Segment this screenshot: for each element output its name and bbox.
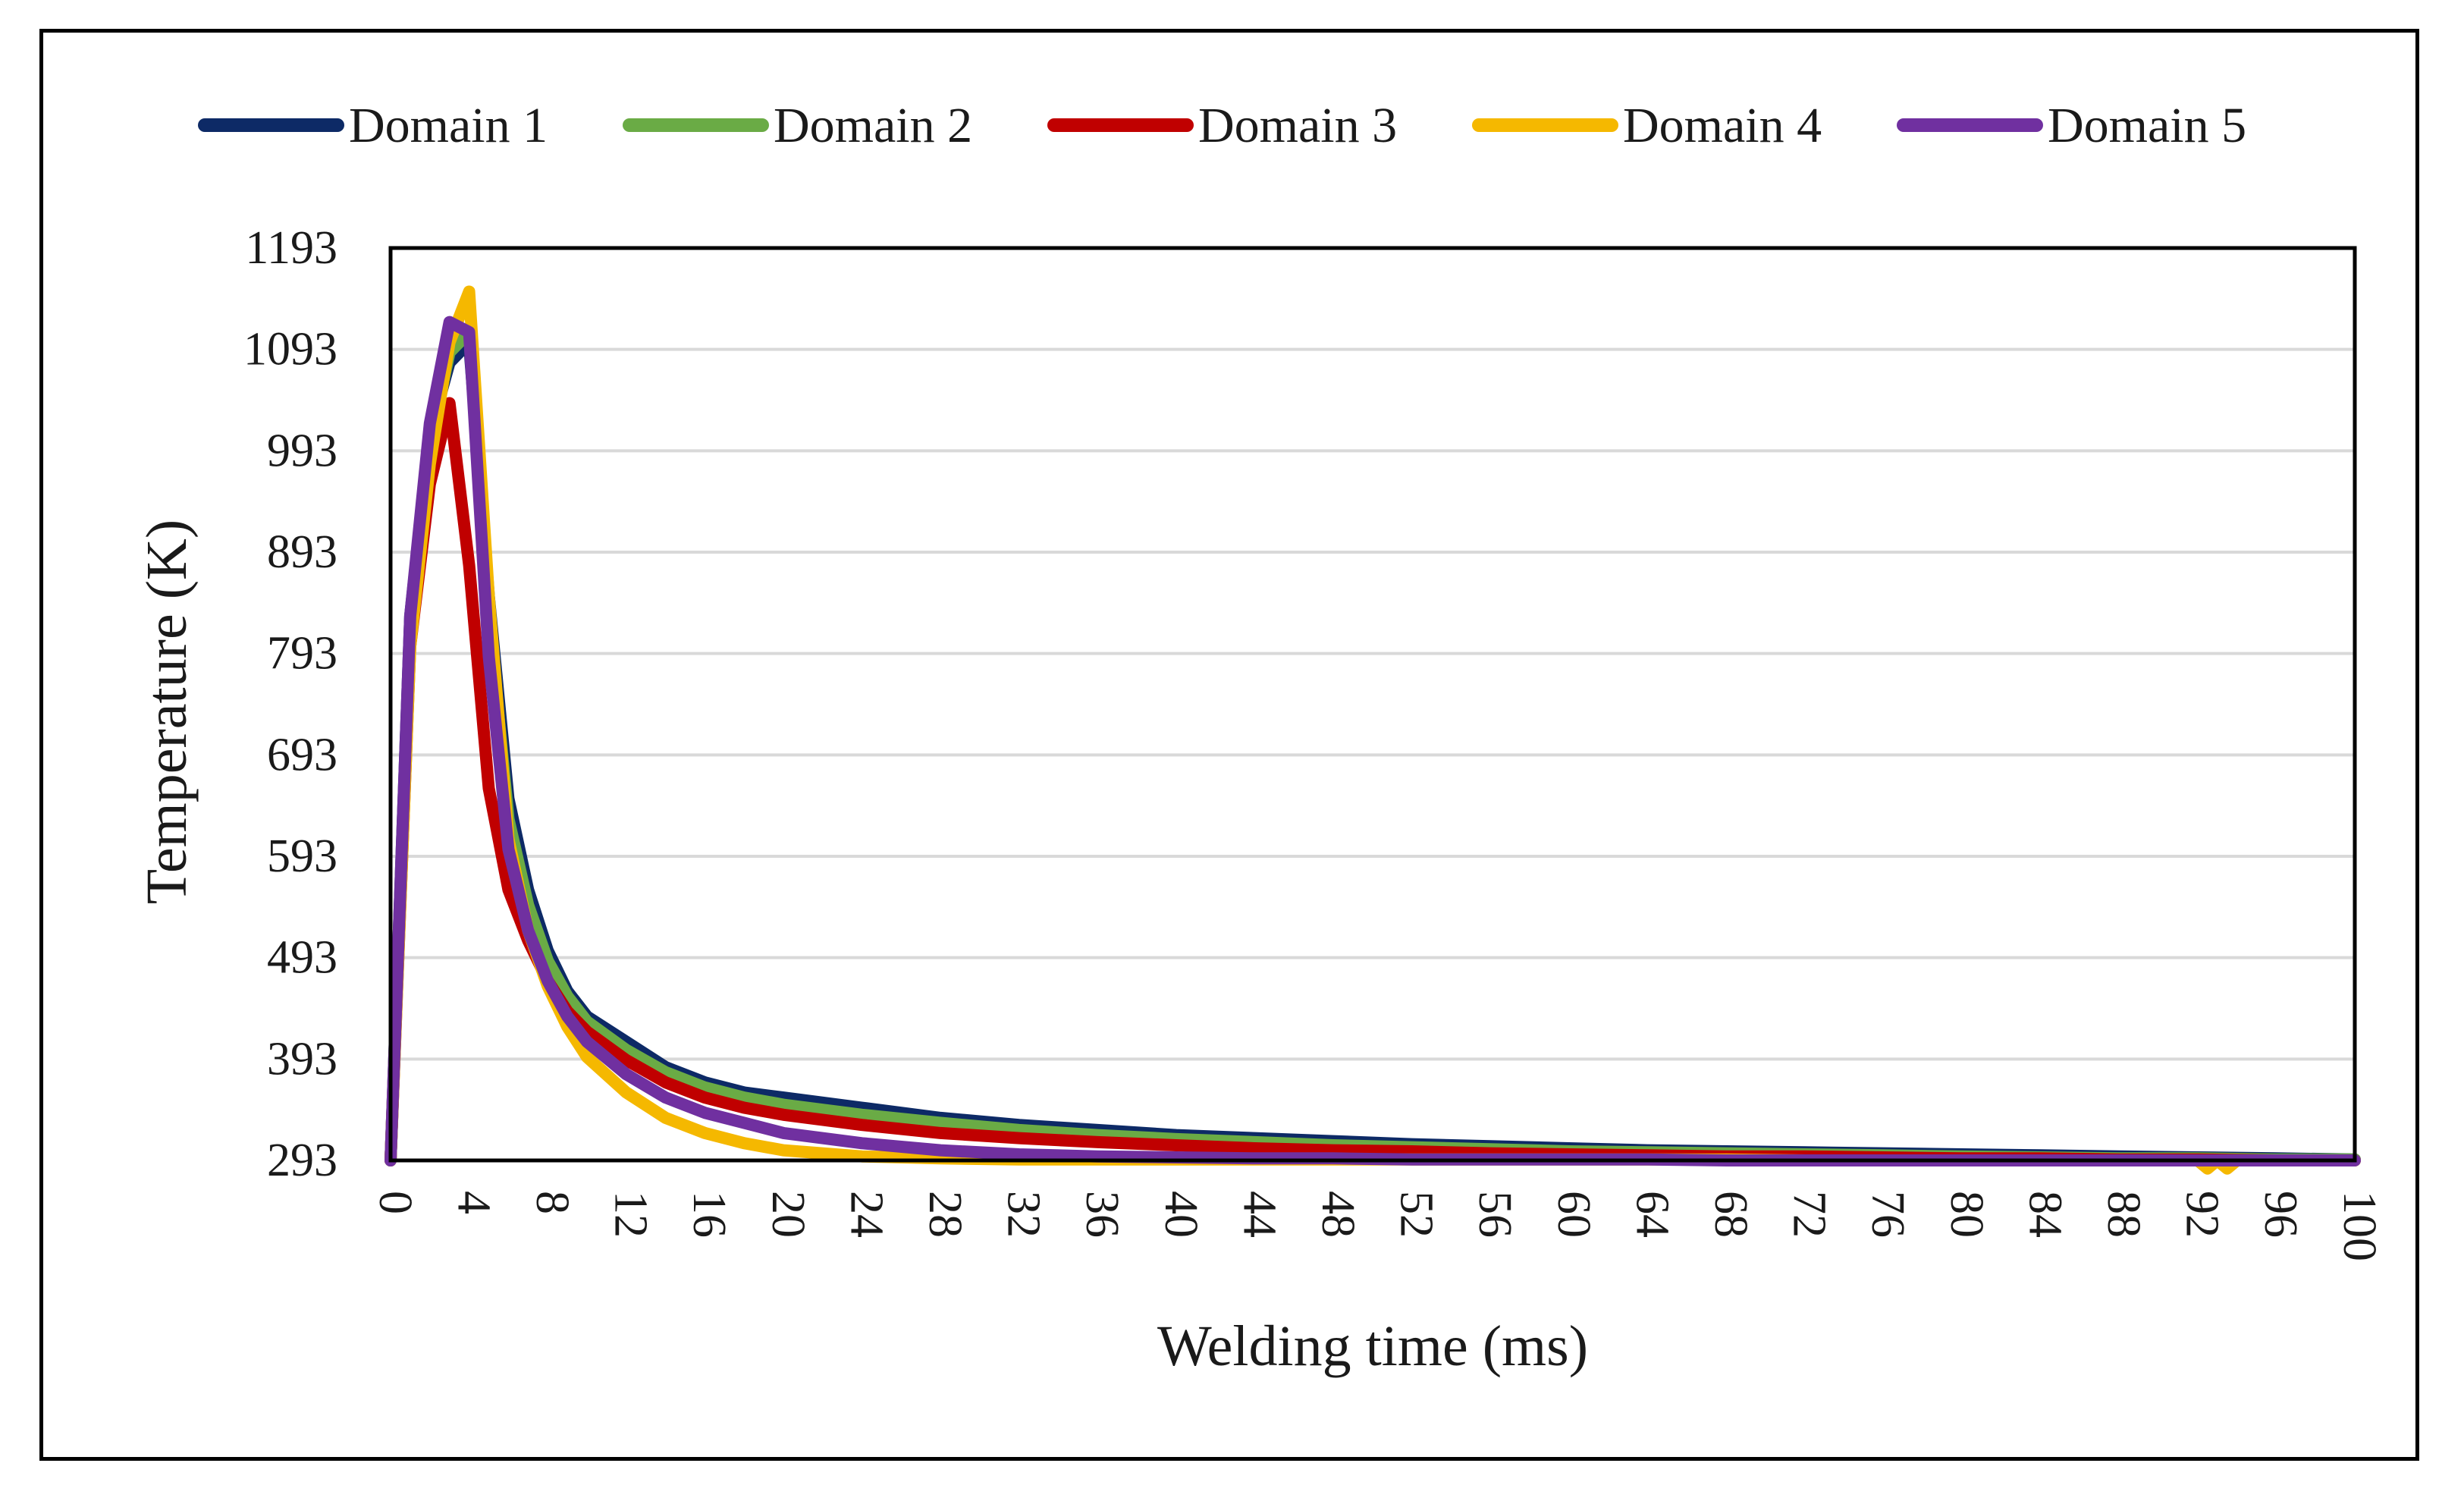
x-tick-label: 92 bbox=[2177, 1191, 2228, 1238]
y-tick-label: 393 bbox=[267, 1033, 337, 1085]
x-tick-label: 0 bbox=[369, 1191, 421, 1214]
x-tick-label: 16 bbox=[683, 1191, 735, 1238]
x-tick-label: 28 bbox=[919, 1191, 971, 1238]
figure-frame bbox=[39, 29, 2419, 1461]
legend-label: Domain 2 bbox=[774, 98, 972, 153]
y-axis-title: Temperature (K) bbox=[135, 520, 199, 904]
x-tick-label: 32 bbox=[998, 1191, 1050, 1238]
x-tick-label: 68 bbox=[1705, 1191, 1756, 1238]
x-tick-label: 24 bbox=[840, 1191, 892, 1238]
series-line-3 bbox=[385, 397, 2361, 1166]
x-tick-label: 76 bbox=[1862, 1191, 1913, 1238]
y-tick-label: 1193 bbox=[245, 222, 337, 274]
legend-label: Domain 1 bbox=[349, 98, 548, 153]
y-tick-label: 593 bbox=[267, 830, 337, 882]
x-tick-label: 20 bbox=[762, 1191, 814, 1238]
series-line-1 bbox=[385, 336, 2361, 1166]
y-axis-ticks: 1193 1093 993 893 793 693 593 493 393 293 bbox=[243, 222, 337, 1186]
x-tick-label: 84 bbox=[2019, 1191, 2070, 1238]
x-axis-ticks: 0 4 8 12 16 20 24 28 32 36 40 44 48 52 56 60 64 68 72 76 80 8… bbox=[369, 1191, 2385, 1261]
x-tick-label: 96 bbox=[2255, 1191, 2306, 1238]
legend-label: Domain 4 bbox=[1623, 98, 1822, 153]
x-tick-label: 8 bbox=[526, 1191, 578, 1214]
x-tick-label: 52 bbox=[1391, 1191, 1442, 1238]
x-tick-label: 40 bbox=[1155, 1191, 1207, 1238]
x-tick-label: 80 bbox=[1941, 1191, 1992, 1238]
x-tick-label: 88 bbox=[2098, 1191, 2149, 1238]
x-tick-label: 36 bbox=[1076, 1191, 1128, 1238]
x-tick-label: 60 bbox=[1548, 1191, 1599, 1238]
series-lines bbox=[385, 285, 2361, 1175]
x-axis-title: Welding time (ms) bbox=[1157, 1314, 1588, 1378]
plot-area-border bbox=[388, 246, 2357, 1163]
series-line-4 bbox=[385, 285, 2361, 1175]
x-tick-label: 44 bbox=[1233, 1191, 1285, 1238]
series-line-2 bbox=[385, 325, 2361, 1166]
y-tick-label: 893 bbox=[267, 526, 337, 578]
y-tick-label: 293 bbox=[267, 1135, 337, 1186]
series-line-5 bbox=[385, 316, 2361, 1166]
x-tick-label: 48 bbox=[1312, 1191, 1364, 1238]
legend-label: Domain 5 bbox=[2048, 98, 2246, 153]
x-tick-label: 72 bbox=[1784, 1191, 1835, 1238]
legend: Domain 1 Domain 2 Domain 3 Domain 4 Domain 5 bbox=[198, 98, 2246, 153]
x-tick-label: 64 bbox=[1626, 1191, 1678, 1238]
legend-label: Domain 3 bbox=[1198, 98, 1397, 153]
y-tick-label: 993 bbox=[267, 425, 337, 476]
y-tick-label: 1093 bbox=[243, 324, 337, 375]
x-tick-label: 56 bbox=[1469, 1191, 1521, 1238]
x-tick-label: 4 bbox=[447, 1191, 499, 1214]
x-tick-label: 100 bbox=[2334, 1191, 2385, 1261]
x-tick-label: 12 bbox=[605, 1191, 657, 1238]
y-tick-label: 493 bbox=[267, 932, 337, 984]
gridlines bbox=[391, 246, 2355, 1162]
y-tick-label: 693 bbox=[267, 729, 337, 780]
y-tick-label: 793 bbox=[267, 628, 337, 680]
